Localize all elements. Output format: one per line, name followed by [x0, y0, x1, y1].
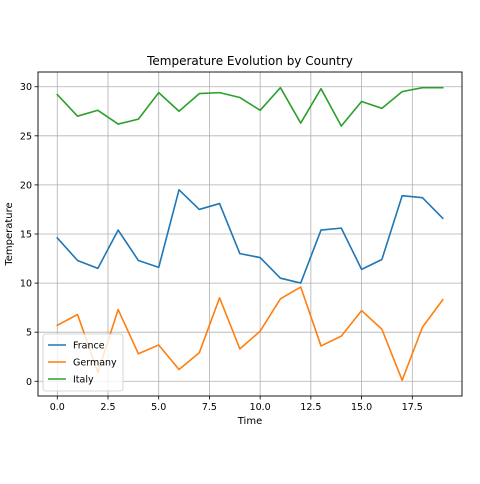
- series-line-italy: [56, 86, 444, 127]
- legend-label: France: [73, 341, 105, 352]
- x-tick-label: 15.0: [351, 402, 372, 413]
- x-tick-label: 10.0: [250, 402, 271, 413]
- y-tick-label: 0: [26, 377, 32, 388]
- legend-label: Italy: [73, 375, 94, 386]
- y-tick-label: 5: [26, 328, 32, 339]
- x-axis-label: Time: [237, 416, 262, 427]
- x-tick-label: 12.5: [300, 402, 321, 413]
- y-tick-label: 25: [20, 131, 32, 142]
- y-tick-label: 20: [20, 180, 32, 191]
- x-tick-label: 7.5: [202, 402, 217, 413]
- series-line-france: [56, 189, 444, 284]
- y-tick-label: 15: [20, 230, 32, 241]
- y-axis-label: Temperature: [4, 202, 15, 266]
- plot-lines: [56, 86, 444, 382]
- grid: [38, 72, 462, 396]
- x-tick-label: 17.5: [402, 402, 423, 413]
- legend-label: Germany: [73, 358, 117, 369]
- x-tick-label: 0.0: [50, 402, 65, 413]
- axis-ticks: 0.0 2.5 5.0 7.5 10.0 12.5 15.0 17.5 0 5 10 15 20 25 30: [20, 82, 423, 413]
- x-tick-label: 5.0: [151, 402, 166, 413]
- chart-title: Temperature Evolution by Country: [146, 54, 353, 68]
- y-tick-label: 10: [20, 279, 32, 290]
- series-line-germany: [56, 286, 444, 382]
- legend-box: [42, 333, 124, 392]
- y-tick-label: 30: [20, 82, 32, 93]
- legend: France Germany Italy: [42, 333, 124, 392]
- x-tick-label: 2.5: [100, 402, 115, 413]
